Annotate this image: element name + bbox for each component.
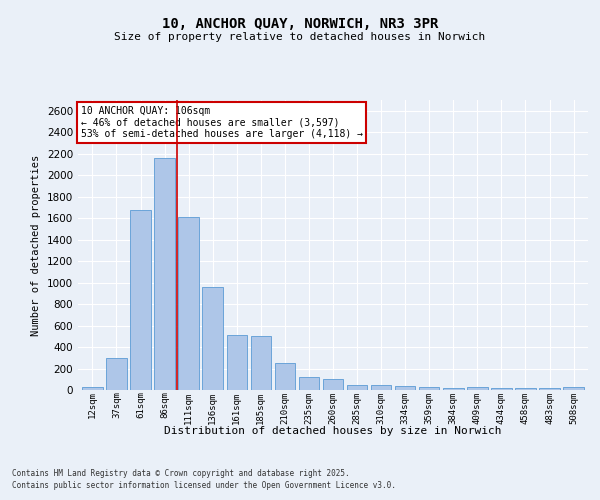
Bar	[491, 388, 512, 390]
X-axis label: Distribution of detached houses by size in Norwich: Distribution of detached houses by size …	[164, 426, 502, 436]
Text: Contains HM Land Registry data © Crown copyright and database right 2025.: Contains HM Land Registry data © Crown c…	[12, 468, 350, 477]
Bar	[371, 384, 391, 390]
Bar	[539, 388, 560, 390]
Bar	[178, 217, 199, 390]
Bar	[154, 158, 175, 390]
Bar	[106, 358, 127, 390]
Bar	[82, 388, 103, 390]
Y-axis label: Number of detached properties: Number of detached properties	[31, 154, 41, 336]
Bar	[347, 384, 367, 390]
Bar	[275, 363, 295, 390]
Bar	[395, 386, 415, 390]
Bar	[515, 388, 536, 390]
Bar	[227, 335, 247, 390]
Text: 10 ANCHOR QUAY: 106sqm
← 46% of detached houses are smaller (3,597)
53% of semi-: 10 ANCHOR QUAY: 106sqm ← 46% of detached…	[80, 106, 362, 139]
Bar	[467, 387, 488, 390]
Bar	[323, 380, 343, 390]
Bar	[563, 388, 584, 390]
Bar	[419, 387, 439, 390]
Bar	[299, 376, 319, 390]
Bar	[202, 287, 223, 390]
Bar	[251, 336, 271, 390]
Text: 10, ANCHOR QUAY, NORWICH, NR3 3PR: 10, ANCHOR QUAY, NORWICH, NR3 3PR	[162, 18, 438, 32]
Bar	[443, 388, 464, 390]
Text: Size of property relative to detached houses in Norwich: Size of property relative to detached ho…	[115, 32, 485, 42]
Text: Contains public sector information licensed under the Open Government Licence v3: Contains public sector information licen…	[12, 481, 396, 490]
Bar	[130, 210, 151, 390]
